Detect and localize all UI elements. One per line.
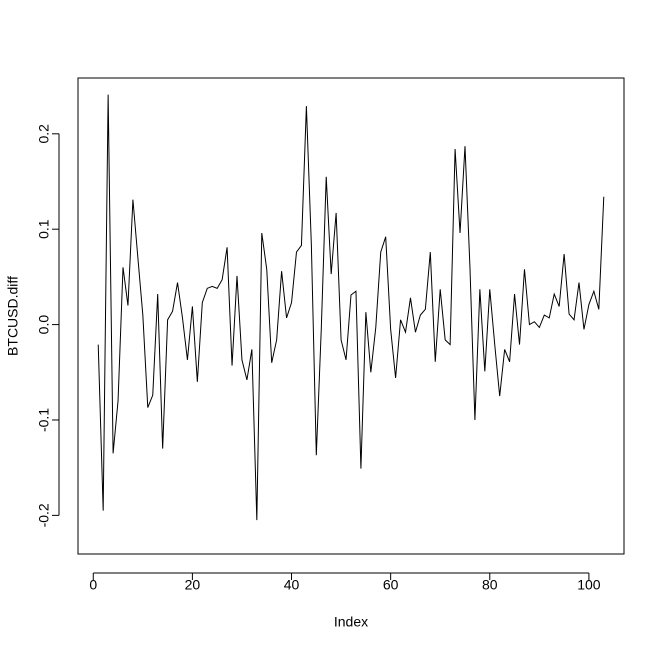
- plot-box: [77, 77, 625, 555]
- y-tick-label: 0.2: [36, 124, 52, 144]
- x-tick-label: 80: [482, 577, 498, 593]
- y-tick-label: 0.1: [36, 219, 52, 239]
- data-line: [97, 94, 605, 521]
- x-tick-label: 20: [185, 577, 201, 593]
- x-tick-label: 0: [89, 577, 97, 593]
- x-tick-label: 60: [383, 577, 399, 593]
- y-tick-label: -0.2: [36, 503, 52, 527]
- y-axis-label: BTCUSD.diff: [5, 276, 21, 356]
- x-axis-label: Index: [334, 614, 368, 630]
- x-tick-label: 40: [284, 577, 300, 593]
- x-tick-label: 100: [577, 577, 601, 593]
- y-tick-label: 0.0: [36, 315, 52, 335]
- y-tick-label: -0.1: [36, 408, 52, 432]
